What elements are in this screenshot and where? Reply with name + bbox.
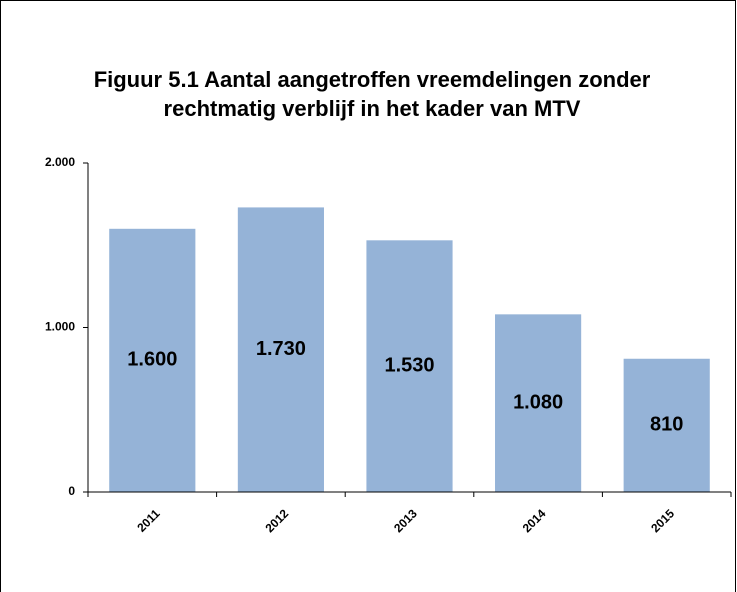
bar — [366, 240, 453, 492]
y-tick-label: 2.000 — [45, 155, 75, 169]
data-label: 1.080 — [513, 391, 563, 413]
bar — [495, 314, 582, 492]
chart-title: rechtmatig verblijf in het kader van MTV — [164, 96, 581, 121]
bar — [109, 228, 196, 493]
data-label: 810 — [650, 414, 683, 436]
bar — [623, 358, 710, 492]
y-tick-label: 1.000 — [45, 320, 75, 334]
bar — [237, 207, 324, 493]
chart-title: Figuur 5.1 Aantal aangetroffen vreemdeli… — [94, 67, 651, 92]
data-label: 1.730 — [256, 338, 306, 360]
data-label: 1.600 — [127, 349, 177, 371]
y-tick-label: 0 — [68, 484, 75, 498]
data-label: 1.530 — [384, 354, 434, 376]
